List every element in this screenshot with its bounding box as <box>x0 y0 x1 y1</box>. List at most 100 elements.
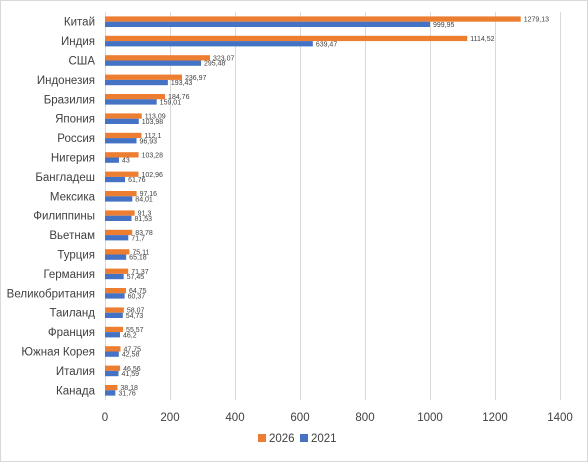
data-label-2026: 38,18 <box>120 385 138 392</box>
bar-2021 <box>105 390 116 396</box>
data-label-2021: 84,01 <box>135 196 153 203</box>
data-label-2026: 71,37 <box>131 269 149 276</box>
data-label-2026: 1114,52 <box>470 36 494 43</box>
bar-2021 <box>105 293 125 299</box>
data-label-2026: 1279,13 <box>524 17 549 24</box>
data-label-2026: 55,57 <box>126 327 144 334</box>
bar-2026 <box>105 268 129 274</box>
data-label-2026: 236,97 <box>185 75 207 82</box>
bar-2021 <box>105 21 430 27</box>
category-label: Франция <box>48 327 95 339</box>
x-tick-label: 1200 <box>482 412 508 424</box>
data-label-2026: 46,56 <box>123 366 141 373</box>
bar-2026 <box>105 365 121 371</box>
data-label-2021: 61,76 <box>128 177 146 184</box>
category-label: Великобритания <box>7 288 95 300</box>
bars <box>105 16 521 396</box>
bar-2021 <box>105 370 119 377</box>
data-label-2026: 103,28 <box>142 152 164 159</box>
bar-2026 <box>105 249 130 255</box>
bar-2021 <box>105 351 119 357</box>
category-label: Бангладеш <box>35 172 95 184</box>
category-label: Бразилия <box>44 94 95 106</box>
category-label: Индонезия <box>37 75 95 87</box>
data-label-2026: 83,78 <box>135 230 153 237</box>
data-label-2026: 47,75 <box>124 346 142 353</box>
category-label: США <box>68 56 95 68</box>
legend-label: 2021 <box>311 433 337 445</box>
bar-2021 <box>105 118 139 124</box>
bar-2026 <box>105 132 142 139</box>
category-label: Филиппины <box>33 211 95 223</box>
data-label-2021: 60,37 <box>128 293 146 300</box>
x-tick-label: 600 <box>290 412 309 424</box>
category-label: Россия <box>57 133 95 145</box>
bar-2026 <box>105 385 118 391</box>
bar-2026 <box>105 346 121 352</box>
bar-2026 <box>105 55 210 61</box>
data-label-2021: 41,59 <box>122 371 140 378</box>
bar-2021 <box>105 79 168 86</box>
bar-2026 <box>105 210 135 216</box>
category-label: Южная Корея <box>21 347 95 359</box>
legend-swatch-2021 <box>300 434 308 442</box>
data-label-2021: 639,47 <box>316 41 338 48</box>
bar-2026 <box>105 229 133 236</box>
data-label-2021: 295,48 <box>204 61 226 68</box>
data-label-2021: 46,2 <box>123 332 137 339</box>
category-label: Турция <box>57 250 95 262</box>
bar-2026 <box>105 152 139 158</box>
x-tick-label: 400 <box>225 412 244 424</box>
data-label-2026: 113,09 <box>145 114 166 121</box>
data-label-2021: 159,01 <box>160 99 182 106</box>
x-tick-label: 0 <box>102 412 108 424</box>
x-tick-label: 1000 <box>417 412 443 424</box>
data-label-2026: 91,3 <box>138 211 152 218</box>
bar-2021 <box>105 312 123 318</box>
bar-2026 <box>105 326 124 333</box>
bar-2021 <box>105 41 313 47</box>
bar-2026 <box>105 191 137 197</box>
bar-2021 <box>105 60 202 66</box>
data-label-2026: 184,76 <box>168 94 190 101</box>
legend: 2026 2021 <box>258 433 337 445</box>
bar-2021 <box>105 235 129 241</box>
category-label: Нигерия <box>51 153 95 165</box>
bar-2026 <box>105 74 183 80</box>
bar-2026 <box>105 171 139 177</box>
data-label-2026: 112,1 <box>144 133 161 140</box>
category-label: Италия <box>56 366 95 378</box>
data-label-2021: 57,45 <box>127 274 145 281</box>
category-labels: Китай Индия США Индонезия Бразилия Япония Росс… <box>7 17 96 398</box>
bar-2021 <box>105 157 119 163</box>
data-label-2026: 102,96 <box>141 172 163 179</box>
data-label-2021: 65,18 <box>129 255 147 262</box>
category-label: Германия <box>43 269 95 281</box>
category-label: Вьетнам <box>49 230 95 242</box>
bar-2021 <box>105 332 121 338</box>
data-label-2021: 43 <box>122 158 130 165</box>
data-label-2021: 193,43 <box>171 80 193 87</box>
bar-2026 <box>105 16 521 22</box>
data-label-2026: 323,07 <box>213 55 235 62</box>
bar-2026 <box>105 288 127 294</box>
data-label-2026: 58,07 <box>127 308 145 315</box>
bar-2021 <box>105 99 157 105</box>
data-label-2021: 54,73 <box>126 313 144 320</box>
data-label-2021: 999,95 <box>433 22 455 29</box>
data-label-2021: 42,58 <box>122 352 140 359</box>
bar-2021 <box>105 196 133 202</box>
bar-2021 <box>105 138 137 144</box>
bar-2026 <box>105 307 124 313</box>
bar-2021 <box>105 273 124 280</box>
category-label: Канада <box>56 385 96 397</box>
x-tick-label: 1400 <box>547 412 573 424</box>
bar-2026 <box>105 113 142 119</box>
legend-swatch-2026 <box>258 434 266 442</box>
bar-2026 <box>105 94 166 100</box>
bar-2021 <box>105 215 132 221</box>
data-label-2021: 103,98 <box>142 119 164 126</box>
